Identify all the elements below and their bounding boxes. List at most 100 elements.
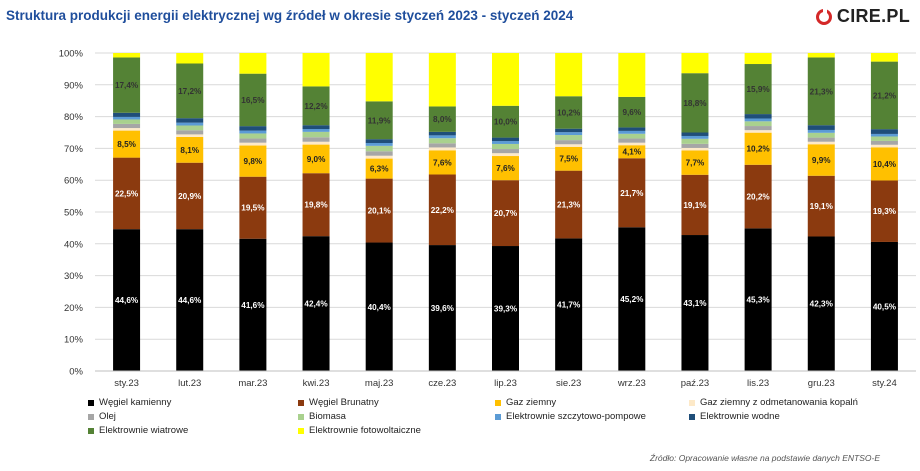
bar-segment bbox=[555, 170, 583, 239]
y-tick-label: 20% bbox=[64, 303, 84, 314]
x-tick-label: kwi.23 bbox=[303, 378, 330, 389]
data-label: 10,2% bbox=[747, 145, 771, 154]
x-tick-label: gru.23 bbox=[808, 378, 835, 389]
bar-segment bbox=[176, 136, 204, 163]
bar-stack: 41,6% 19,5% 9,8% 16,5% bbox=[239, 53, 267, 371]
bar-segment bbox=[618, 130, 646, 134]
bar-segment bbox=[618, 142, 646, 146]
bar-segment bbox=[744, 126, 772, 131]
bar-segment bbox=[176, 162, 204, 230]
data-label: 7,7% bbox=[686, 159, 705, 168]
bar-segment bbox=[618, 127, 646, 131]
bar-segment bbox=[681, 143, 709, 148]
bar-segment bbox=[302, 86, 330, 126]
data-label: 12,2% bbox=[304, 102, 328, 111]
bar-segment bbox=[365, 139, 393, 143]
bar-segment bbox=[681, 147, 709, 151]
legend-swatch bbox=[495, 413, 501, 420]
data-label: 16,5% bbox=[241, 96, 265, 105]
bar-segment bbox=[555, 53, 583, 97]
bar-segment bbox=[492, 137, 519, 142]
data-label: 7,6% bbox=[433, 158, 452, 167]
bar-segment bbox=[176, 125, 204, 131]
legend-item: Gaz ziemny z odmetanowania kopalń bbox=[689, 396, 879, 409]
y-tick-label: 80% bbox=[64, 112, 84, 123]
bar-segment bbox=[176, 229, 204, 371]
y-tick-label: 90% bbox=[64, 80, 84, 91]
bar-stack: 44,6% 22,5% 8,5% 17,4% bbox=[113, 53, 141, 371]
data-label: 21,7% bbox=[620, 189, 644, 198]
legend-swatch bbox=[689, 399, 695, 406]
bar-segment bbox=[302, 125, 330, 130]
legend-label: Biomasa bbox=[309, 411, 346, 422]
data-label: 39,6% bbox=[431, 304, 455, 313]
bar-segment bbox=[807, 53, 835, 58]
bar-segment bbox=[428, 245, 456, 371]
bar-segment bbox=[239, 126, 267, 131]
bar-segment bbox=[744, 164, 772, 229]
x-tick-label: lut.23 bbox=[178, 378, 201, 389]
data-label: 44,6% bbox=[115, 296, 139, 305]
bar-segment bbox=[113, 130, 141, 158]
legend-label: Gaz ziemny z odmetanowania kopalń bbox=[700, 397, 858, 408]
bar-segment bbox=[428, 143, 456, 148]
bar-segment bbox=[113, 128, 141, 131]
legend-label: Olej bbox=[99, 411, 116, 422]
legend-label: Elektrownie szczytowo-pompowe bbox=[506, 411, 646, 422]
bar-segment bbox=[744, 53, 772, 65]
bar-segment bbox=[365, 158, 393, 179]
bar-segment bbox=[302, 173, 330, 237]
bar-segment bbox=[176, 63, 204, 119]
bar-segment bbox=[302, 144, 330, 174]
bar-segment bbox=[365, 155, 393, 159]
bar-segment bbox=[365, 178, 393, 243]
bar-segment bbox=[428, 135, 456, 139]
legend: Węgiel kamienny Węgiel Brunatny Gaz ziemny… bbox=[88, 396, 888, 437]
bar-segment bbox=[681, 132, 709, 136]
legend-label: Elektrownie fotowoltaiczne bbox=[309, 425, 421, 436]
stacked-bar-chart: 0% 10% 20% 30% 40% 50% 60% 70% 80% 90% 100% 44,6% 2… bbox=[59, 49, 916, 389]
bar-segment bbox=[302, 131, 330, 138]
bar-stack: 39,6% 22,2% 7,6% 8,0% bbox=[428, 53, 456, 371]
legend-item: Elektrownie wiatrowe bbox=[88, 424, 298, 437]
bar-segment bbox=[113, 116, 141, 120]
bar-segment bbox=[239, 176, 267, 239]
bar-segment bbox=[492, 143, 519, 150]
bar-stack: 40,4% 20,1% 6,3% 11,9% bbox=[365, 53, 393, 371]
bar-segment bbox=[870, 129, 898, 134]
bar-segment bbox=[807, 129, 835, 133]
legend-swatch bbox=[495, 399, 501, 406]
x-tick-label: sty.23 bbox=[114, 378, 139, 389]
bar-segment bbox=[113, 157, 141, 230]
bar-segment bbox=[870, 61, 898, 130]
x-tick-label: sie.23 bbox=[556, 378, 581, 389]
data-label: 41,6% bbox=[241, 301, 265, 310]
bar-segment bbox=[681, 135, 709, 139]
bar-segment bbox=[239, 238, 267, 371]
data-label: 9,9% bbox=[812, 156, 831, 165]
data-label: 19,1% bbox=[683, 201, 707, 210]
data-label: 42,3% bbox=[810, 300, 834, 309]
bar-segment bbox=[365, 145, 393, 152]
data-label: 39,3% bbox=[494, 305, 518, 314]
bar-segment bbox=[681, 73, 709, 133]
bar-segment bbox=[302, 129, 330, 132]
bar-segment bbox=[807, 137, 835, 142]
bar-segment bbox=[365, 142, 393, 146]
bar-segment bbox=[870, 133, 898, 137]
bar-segment bbox=[113, 123, 141, 129]
bar-segment bbox=[618, 53, 646, 97]
cire-logo[interactable]: CIRE.PL bbox=[815, 6, 910, 27]
bar-segment bbox=[744, 132, 772, 165]
bar-segment bbox=[239, 133, 267, 139]
bar-segment bbox=[428, 131, 456, 136]
data-label: 43,1% bbox=[683, 299, 707, 308]
legend-item: Elektrownie szczytowo-pompowe bbox=[495, 410, 689, 423]
bar-stack: 45,2% 21,7% 4,1% 9,6% bbox=[618, 53, 646, 371]
bar-segment bbox=[492, 246, 519, 371]
bar-segment bbox=[302, 53, 330, 87]
data-label: 42,4% bbox=[304, 300, 328, 309]
bar-segment bbox=[555, 132, 583, 136]
bar-segment bbox=[492, 180, 519, 247]
data-label: 19,3% bbox=[873, 207, 897, 216]
